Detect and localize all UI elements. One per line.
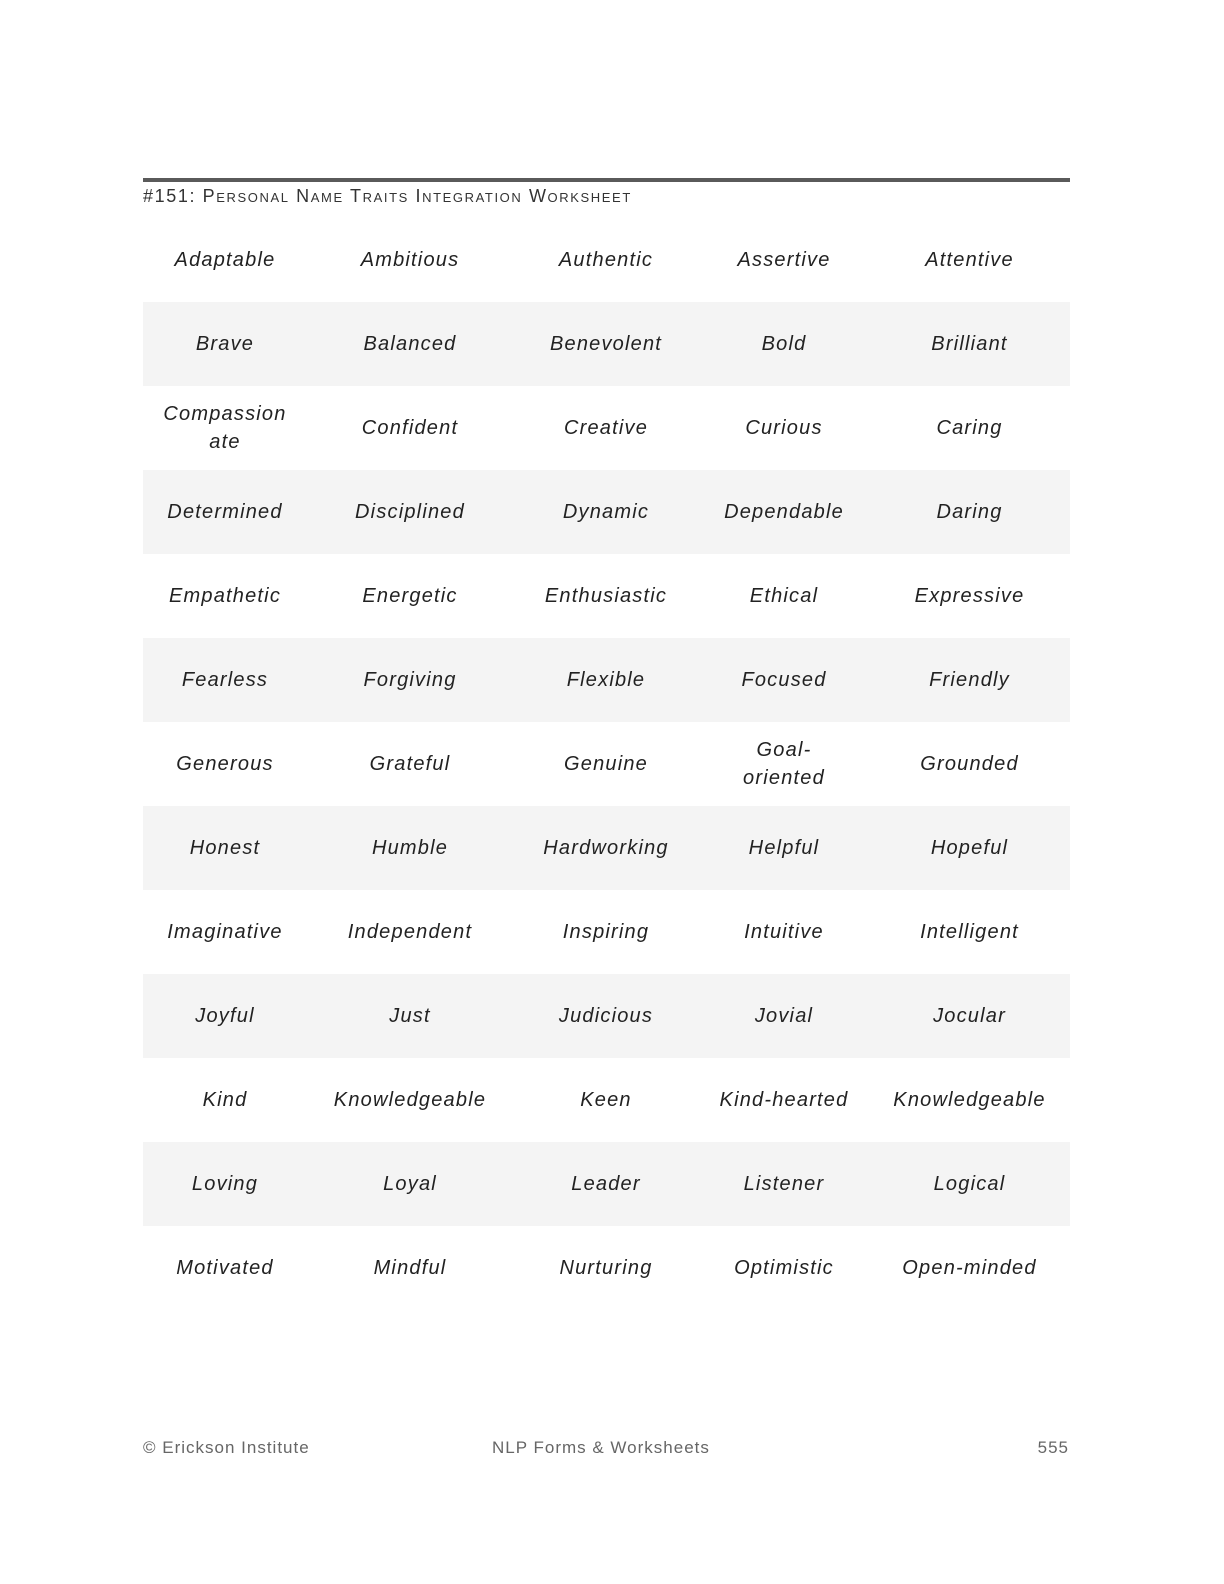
- trait-cell: Disciplined: [307, 470, 513, 554]
- trait-cell: Empathetic: [168, 585, 282, 607]
- trait-cell: Brilliant: [869, 302, 1070, 386]
- trait-cell: Honest: [143, 806, 307, 890]
- trait-cell: Curious: [745, 417, 823, 439]
- table-row: Generous Grateful Genuine Goal-oriented Grou…: [143, 722, 1070, 806]
- trait-cell: Knowledgeable: [893, 1089, 1046, 1111]
- table-row: Brave Balanced Benevolent Bold Brilliant: [143, 302, 1070, 386]
- trait-cell: Just: [307, 974, 513, 1058]
- trait-cell: Compassionate: [163, 403, 287, 453]
- trait-cell: Focused: [699, 638, 869, 722]
- trait-cell: Logical: [869, 1142, 1070, 1226]
- table-row: Motivated Mindful Nurturing Optimistic Open-…: [143, 1226, 1070, 1310]
- trait-cell: Bold: [699, 302, 869, 386]
- trait-cell: Keen: [580, 1089, 632, 1111]
- traits-table: Adaptable Ambitious Authentic Assertive Atte…: [143, 218, 1070, 1310]
- trait-cell: Hardworking: [513, 806, 699, 890]
- table-row: Determined Disciplined Dynamic Dependable Da…: [143, 470, 1070, 554]
- trait-cell: Loyal: [307, 1142, 513, 1226]
- trait-cell: Energetic: [362, 585, 458, 607]
- trait-cell: Flexible: [513, 638, 699, 722]
- trait-cell: Jovial: [699, 974, 869, 1058]
- table-row: Loving Loyal Leader Listener Logical: [143, 1142, 1070, 1226]
- trait-cell: Expressive: [914, 585, 1025, 607]
- table-row: Fearless Forgiving Flexible Focused Friendly: [143, 638, 1070, 722]
- trait-cell: Creative: [563, 417, 649, 439]
- trait-cell: Authentic: [558, 249, 654, 271]
- trait-cell: Genuine: [563, 753, 648, 775]
- trait-cell: Judicious: [513, 974, 699, 1058]
- trait-cell: Listener: [699, 1142, 869, 1226]
- trait-cell: Adaptable: [174, 249, 276, 271]
- table-row: Joyful Just Judicious Jovial Jocular: [143, 974, 1070, 1058]
- table-row: Honest Humble Hardworking Helpful Hopeful: [143, 806, 1070, 890]
- trait-cell: Grounded: [920, 753, 1019, 775]
- table-row: Adaptable Ambitious Authentic Assertive Atte…: [143, 218, 1070, 302]
- footer-copyright: © Erickson Institute: [143, 1438, 310, 1457]
- trait-cell: Caring: [936, 417, 1003, 439]
- trait-cell: Ethical: [749, 585, 819, 607]
- trait-cell: Intuitive: [744, 921, 824, 943]
- table-row: Compassionate Confident Creative Curious Car…: [143, 386, 1070, 470]
- trait-cell: Determined: [143, 470, 307, 554]
- trait-cell: Attentive: [925, 249, 1014, 271]
- trait-cell: Inspiring: [562, 921, 650, 943]
- page-number: 555: [1037, 1438, 1069, 1457]
- trait-cell: Goal-oriented: [743, 739, 825, 789]
- trait-cell: Confident: [361, 417, 459, 439]
- trait-cell: Friendly: [869, 638, 1070, 722]
- trait-cell: Ambitious: [360, 249, 460, 271]
- table-row: Kind Knowledgeable Keen Kind-hearted Knowled…: [143, 1058, 1070, 1142]
- trait-cell: Forgiving: [307, 638, 513, 722]
- trait-cell: Optimistic: [734, 1257, 834, 1279]
- trait-cell: Joyful: [143, 974, 307, 1058]
- trait-cell: Generous: [176, 753, 274, 775]
- table-row: Empathetic Energetic Enthusiastic Ethical Ex…: [143, 554, 1070, 638]
- trait-cell: Brave: [143, 302, 307, 386]
- trait-cell: Hopeful: [869, 806, 1070, 890]
- trait-cell: Jocular: [869, 974, 1070, 1058]
- trait-cell: Helpful: [699, 806, 869, 890]
- trait-cell: Motivated: [176, 1257, 274, 1279]
- trait-cell: Daring: [869, 470, 1070, 554]
- trait-cell: Grateful: [369, 753, 451, 775]
- trait-cell: Knowledgeable: [333, 1089, 487, 1111]
- trait-cell: Imaginative: [167, 921, 283, 943]
- trait-cell: Kind-hearted: [719, 1089, 849, 1111]
- header-rule: [143, 178, 1070, 182]
- trait-cell: Humble: [307, 806, 513, 890]
- trait-cell: Nurturing: [559, 1257, 653, 1279]
- trait-cell: Intelligent: [920, 921, 1019, 943]
- trait-cell: Loving: [143, 1142, 307, 1226]
- trait-cell: Open-minded: [902, 1257, 1037, 1279]
- trait-cell: Fearless: [143, 638, 307, 722]
- trait-cell: Assertive: [737, 249, 831, 271]
- trait-cell: Kind: [202, 1089, 248, 1111]
- trait-cell: Independent: [347, 921, 473, 943]
- trait-cell: Benevolent: [513, 302, 699, 386]
- trait-cell: Balanced: [307, 302, 513, 386]
- trait-cell: Dynamic: [513, 470, 699, 554]
- trait-cell: Leader: [513, 1142, 699, 1226]
- table-row: Imaginative Independent Inspiring Intuitive…: [143, 890, 1070, 974]
- page-title: #151: Personal Name Traits Integration W…: [143, 186, 632, 206]
- trait-cell: Enthusiastic: [544, 585, 668, 607]
- trait-cell: Dependable: [699, 470, 869, 554]
- footer-book-title: NLP Forms & Worksheets: [492, 1438, 710, 1457]
- trait-cell: Mindful: [373, 1257, 447, 1279]
